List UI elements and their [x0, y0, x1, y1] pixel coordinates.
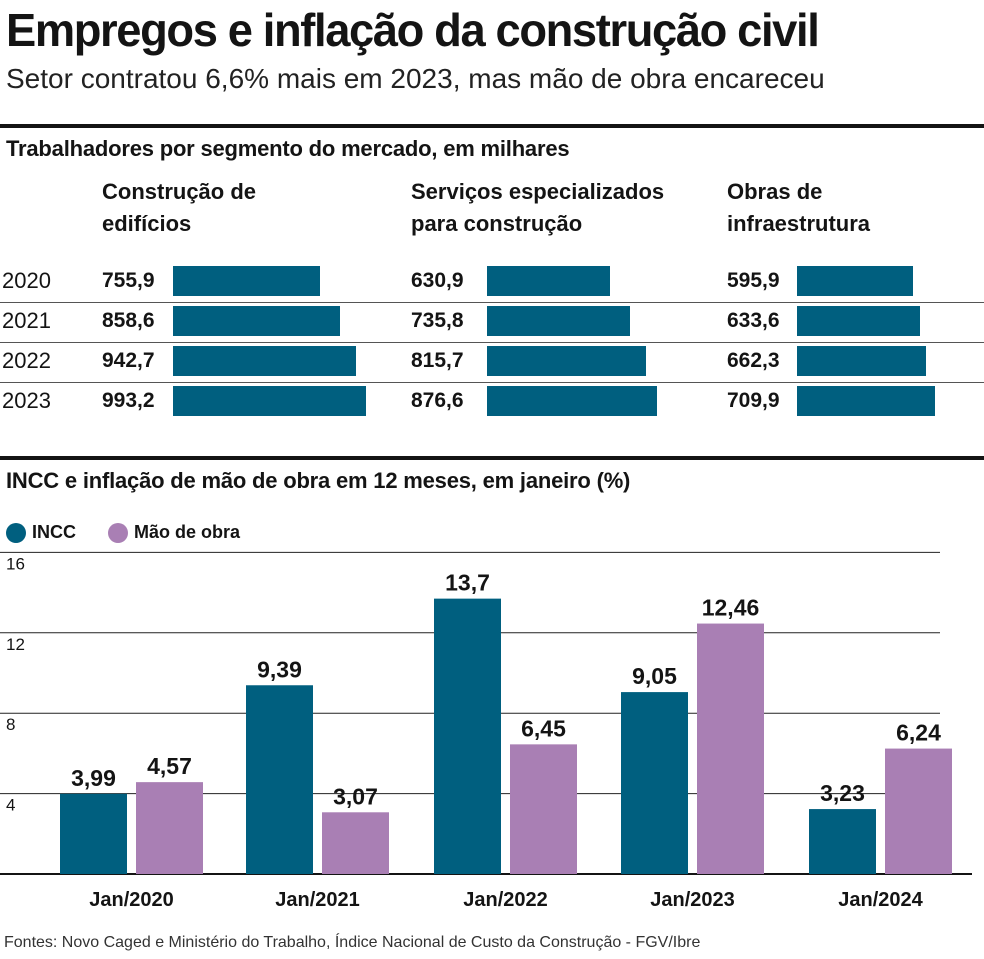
segment-heading-line: Construção de [102, 179, 257, 204]
bar-value-label: 755,9 [102, 269, 155, 292]
mao-de-obra-bar [322, 812, 389, 874]
bar-value-label: 630,9 [411, 269, 464, 292]
bar-value-label: 876,6 [411, 389, 464, 412]
bar-data-label: 9,05 [632, 663, 677, 689]
bar-data-label: 3,23 [820, 780, 865, 806]
legend-incc-swatch [6, 523, 26, 543]
bar-value-label: 993,2 [102, 389, 155, 412]
employment-bar [173, 346, 357, 376]
y-tick-label: 8 [6, 715, 15, 734]
page-subtitle: Setor contratou 6,6% mais em 2023, mas m… [6, 63, 825, 94]
bar-data-label: 3,07 [333, 783, 378, 809]
incc-bar [434, 598, 501, 874]
bar-data-label: 6,45 [521, 715, 566, 741]
bar-data-label: 9,39 [257, 656, 302, 682]
x-tick-label: Jan/2021 [275, 889, 360, 911]
employment-bar [173, 266, 320, 296]
row-separator [0, 302, 984, 303]
mao-de-obra-bar [885, 748, 952, 874]
employment-bar [797, 346, 926, 376]
year-label-2020: 2020 [2, 268, 51, 293]
incc-bar [246, 685, 313, 874]
segment-heading-line: Serviços especializados [411, 179, 665, 204]
segment-heading-line: edifícios [102, 211, 192, 236]
bar-value-label: 858,6 [102, 309, 155, 332]
y-tick-label: 4 [6, 796, 15, 815]
mao-de-obra-bar [510, 744, 577, 874]
bar-data-label: 12,46 [702, 595, 760, 621]
incc-chart-title: INCC e inflação de mão de obra em 12 mes… [6, 468, 631, 493]
year-label-2023: 2023 [2, 388, 51, 413]
incc-chart: 4 8 12 16 3,99 4,57 Jan/2020 9,39 3,07 Jan/2021 13… [0, 551, 972, 911]
segment-heading-1: Serviços especializados para construção [411, 176, 664, 240]
x-tick-label: Jan/2024 [838, 889, 923, 911]
x-tick-label: Jan/2023 [650, 889, 735, 911]
legend-mao-de-obra-swatch [108, 523, 128, 543]
bar-value-label: 595,9 [727, 269, 780, 292]
page-title: Empregos e inflação da construção civil [6, 4, 820, 56]
incc-bar [809, 809, 876, 874]
mao-de-obra-bar [136, 782, 203, 874]
bar-value-label: 633,6 [727, 309, 780, 332]
segment-heading-2: Obras de infraestrutura [727, 176, 870, 240]
legend-mao-de-obra-label: Mão de obra [134, 522, 241, 542]
incc-bar [621, 692, 688, 874]
employment-bar [797, 266, 913, 296]
bar-value-label: 815,7 [411, 349, 464, 372]
bar-data-label: 13,7 [445, 570, 490, 596]
x-tick-label: Jan/2022 [463, 889, 548, 911]
employment-bar [173, 306, 340, 336]
bar-value-label: 942,7 [102, 349, 155, 372]
employment-bar [487, 266, 610, 296]
year-label-2021: 2021 [2, 308, 51, 333]
bar-data-label: 4,57 [147, 753, 192, 779]
x-tick-label: Jan/2020 [89, 889, 174, 911]
y-tick-label: 16 [6, 554, 25, 573]
legend-incc-label: INCC [32, 522, 76, 542]
top-rule [0, 124, 984, 128]
mao-de-obra-bar [697, 623, 764, 874]
segment-heading-0: Construção de edifícios [102, 176, 256, 240]
row-separator [0, 382, 984, 383]
employment-bar [487, 346, 646, 376]
bar-value-label: 709,9 [727, 389, 780, 412]
incc-bar [60, 793, 127, 874]
segment-heading-line: infraestrutura [727, 211, 871, 236]
segment-heading-line: para construção [411, 211, 583, 236]
employment-chart-title: Trabalhadores por segmento do mercado, e… [6, 136, 570, 161]
segment-heading-line: Obras de [727, 179, 823, 204]
bar-data-label: 3,99 [71, 765, 116, 791]
employment-bar [797, 306, 921, 336]
middle-rule [0, 456, 984, 460]
source-footnote: Fontes: Novo Caged e Ministério do Traba… [4, 934, 701, 951]
year-label-2022: 2022 [2, 348, 51, 373]
employment-bar [797, 386, 935, 416]
employment-bar [487, 306, 630, 336]
employment-bar [487, 386, 658, 416]
bar-data-label: 6,24 [896, 720, 941, 746]
employment-bar [173, 386, 366, 416]
row-separator [0, 342, 984, 343]
bar-value-label: 662,3 [727, 349, 780, 372]
y-tick-label: 12 [6, 635, 25, 654]
bar-value-label: 735,8 [411, 309, 464, 332]
